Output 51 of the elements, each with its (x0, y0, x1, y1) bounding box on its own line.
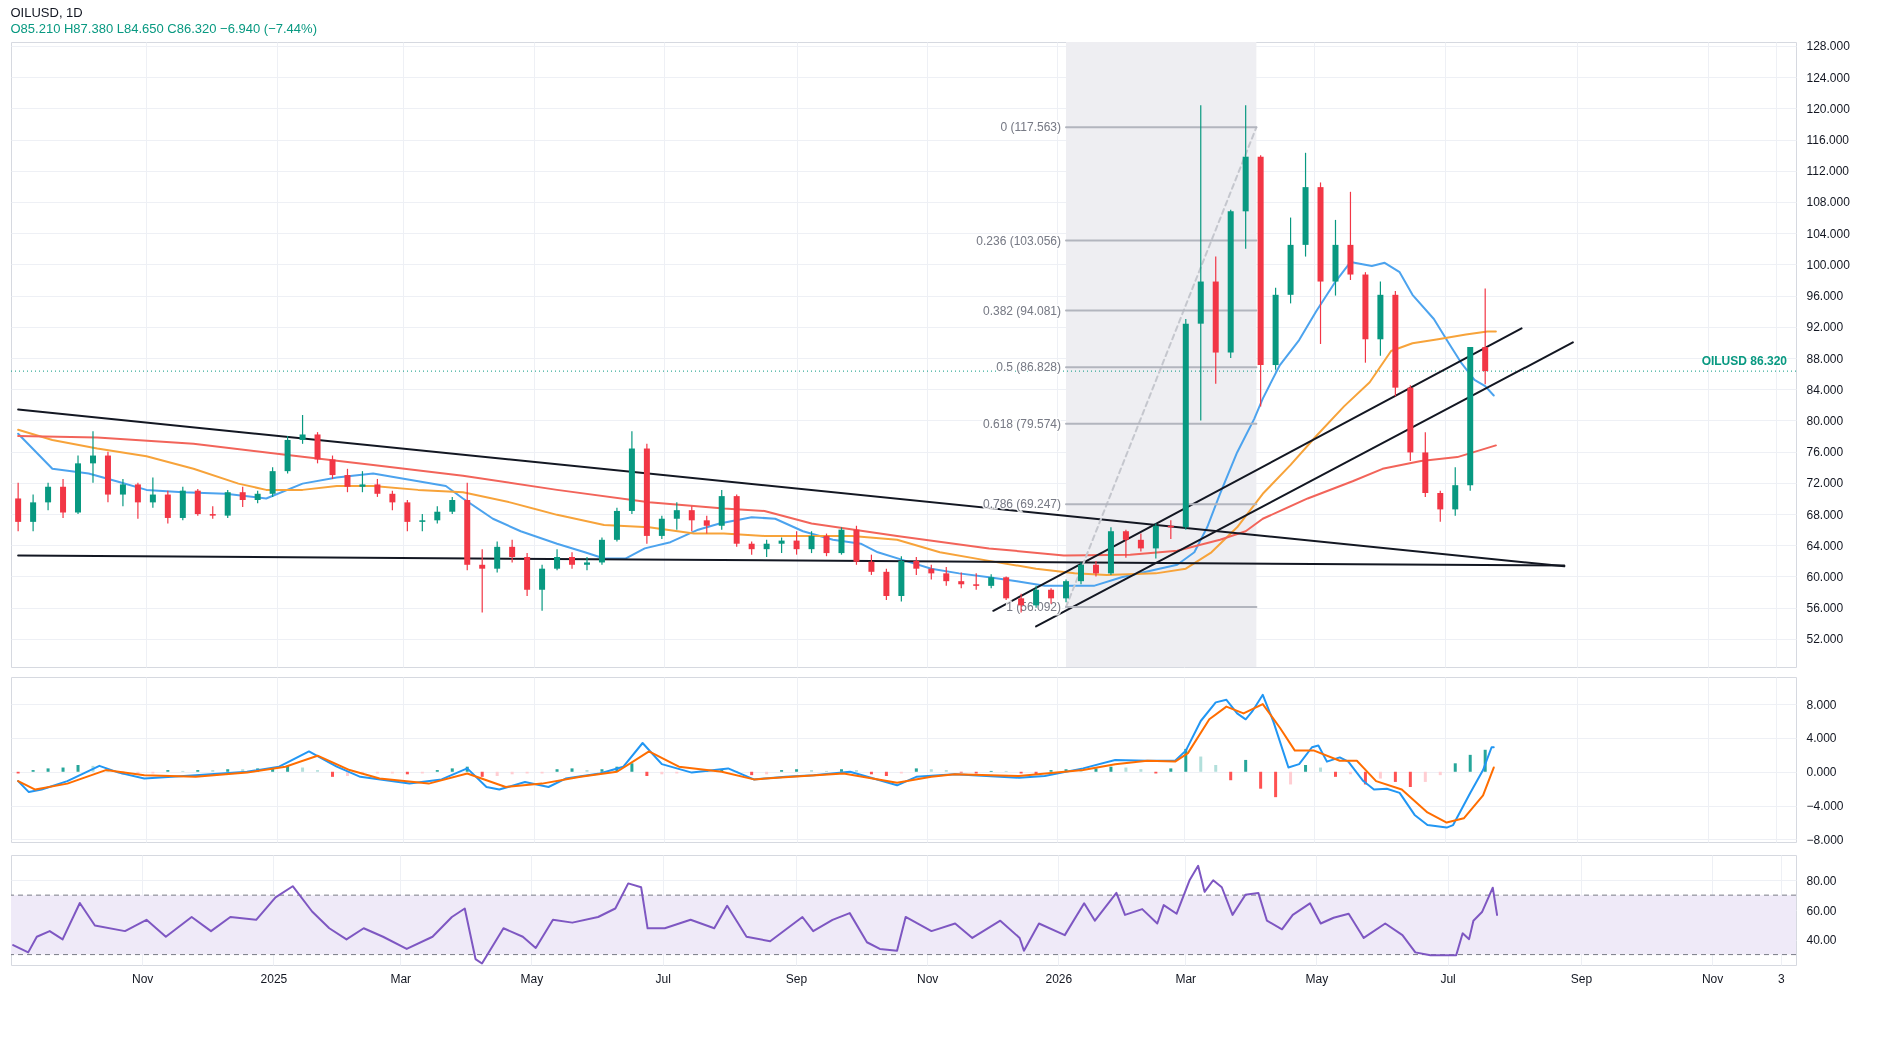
y-tick-label: 120.000 (1806, 101, 1851, 116)
y-tick-label: 76.000 (1806, 445, 1844, 460)
y-tick-label: 88.000 (1806, 351, 1844, 366)
y-tick-label: 4.000 (1806, 731, 1837, 746)
y-tick-label: 92.000 (1806, 320, 1844, 335)
x-tick-label: 2026 (1045, 971, 1073, 986)
y-tick-label: 128.000 (1806, 39, 1851, 54)
y-tick-label: 80.00 (1806, 873, 1837, 888)
x-tick-label: Nov (916, 971, 939, 986)
series-label: 0 (117.563) (1000, 120, 1062, 135)
x-tick-label: Nov (132, 971, 154, 986)
x-tick-label: Sep (785, 971, 808, 986)
x-tick-label: Jul (1440, 971, 1456, 986)
y-tick-label: 80.000 (1806, 413, 1844, 428)
text: O85.210 H87.380 L84.650 C86.320 −6.940 (−7.44%) (10, 20, 317, 36)
x-tick-label: Mar (390, 971, 412, 986)
y-tick-label: −4.000 (1806, 799, 1844, 814)
y-tick-label: 64.000 (1806, 538, 1844, 553)
y-tick-label: 52.000 (1806, 632, 1844, 647)
x-tick-label: 3 (1778, 971, 1786, 986)
y-tick-label: 56.000 (1806, 601, 1844, 616)
y-tick-label: 8.000 (1806, 697, 1837, 712)
series-label: 0.236 (103.056) (976, 233, 1062, 248)
y-tick-label: 0.000 (1806, 765, 1837, 780)
y-tick-label: 112.000 (1806, 164, 1850, 179)
y-tick-label: 108.000 (1806, 195, 1851, 210)
series-label: 0.786 (69.247) (982, 497, 1062, 512)
series-label: 0.618 (79.574) (982, 416, 1062, 431)
y-tick-label: −8.000 (1806, 832, 1844, 847)
y-tick-label: 84.000 (1806, 382, 1844, 397)
y-tick-label: 124.000 (1806, 70, 1851, 85)
y-tick-label: 60.000 (1806, 569, 1844, 584)
series-label: 0.5 (86.828) (996, 360, 1062, 375)
y-tick-label: 60.00 (1806, 903, 1837, 918)
ref-line-label: OILUSD 86.320 (1701, 354, 1788, 369)
y-tick-label: 104.000 (1806, 226, 1851, 241)
y-tick-label: 100.000 (1806, 257, 1851, 272)
series-label: 0.382 (94.081) (982, 303, 1062, 318)
y-tick-label: 40.00 (1806, 933, 1837, 948)
chart-title: OILUSD, 1D (10, 4, 83, 20)
y-tick-label: 116.000 (1806, 133, 1850, 148)
y-tick-label: 68.000 (1806, 507, 1844, 522)
x-tick-label: 2025 (260, 971, 288, 986)
x-tick-label: May (1305, 971, 1329, 986)
y-tick-label: 96.000 (1806, 289, 1844, 304)
y-tick-label: 72.000 (1806, 476, 1844, 491)
x-tick-label: Nov (1701, 971, 1724, 986)
x-tick-label: May (520, 971, 544, 986)
x-tick-label: Jul (655, 971, 671, 986)
x-tick-label: Sep (1570, 971, 1593, 986)
x-tick-label: Mar (1175, 971, 1197, 986)
